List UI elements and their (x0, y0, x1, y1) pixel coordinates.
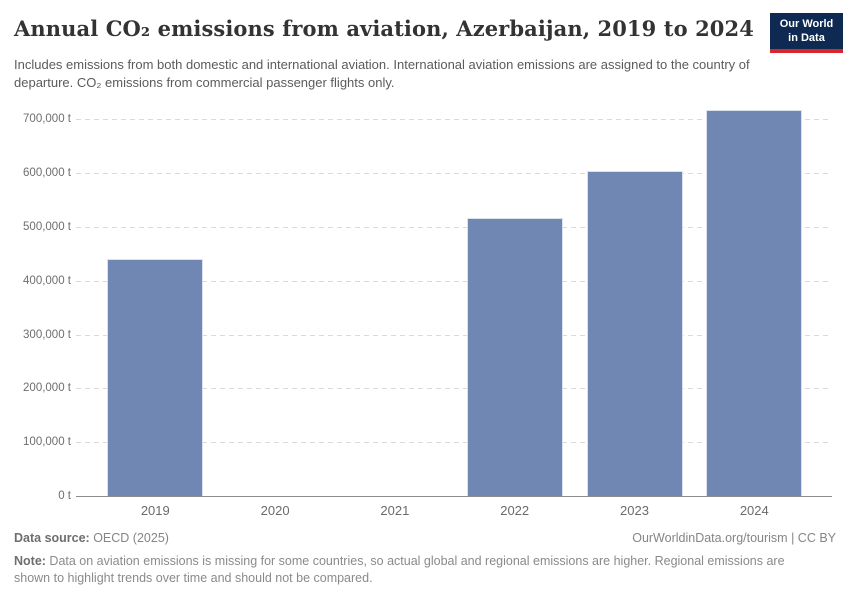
y-tick-label-7: 700,000 t (23, 113, 71, 126)
bar-chart-plot-area: 0 t 100,000 t 200,000 t 300,000 t 400,000 t 5… (0, 105, 850, 525)
gridline-400000t (76, 280, 832, 282)
gridline-300000t (76, 334, 832, 336)
x-label-2021: 2021 (380, 503, 410, 518)
footer-note: Note: Data on aviation emissions is miss… (14, 553, 814, 588)
x-axis-line (76, 496, 832, 497)
gridline-200000t (76, 388, 832, 390)
gridline-100000t (76, 442, 832, 444)
x-label-2024: 2024 (739, 503, 769, 518)
footer-note-text: Data on aviation emissions is missing fo… (14, 554, 785, 586)
y-tick-label-6: 600,000 t (23, 167, 71, 180)
y-tick-label-5: 500,000 t (23, 221, 71, 233)
data-source: Data source: OECD (2025) (14, 531, 169, 545)
owid-logo-line1: Our World (779, 18, 834, 30)
x-label-2019: 2019 (140, 503, 170, 518)
gridline-700000t (76, 119, 832, 121)
y-tick-label-2: 200,000 t (23, 382, 71, 395)
owid-logo-text: Our World in Data (770, 13, 843, 49)
x-label-2022: 2022 (500, 503, 530, 518)
data-source-label: Data source: (14, 531, 90, 545)
owid-logo-red-strip (770, 48, 843, 53)
bar-2024[interactable] (706, 109, 803, 496)
bar-2022[interactable] (466, 217, 563, 496)
y-tick-label-4: 400,000 t (23, 274, 71, 287)
data-source-value: OECD (2025) (89, 531, 169, 545)
x-label-2020: 2020 (260, 503, 290, 518)
chart-subtitle: Includes emissions from both domestic an… (14, 57, 750, 91)
attribution-link[interactable]: OurWorldinData.org/tourism | CC BY (632, 531, 836, 545)
footer-note-label: Note: (14, 554, 46, 568)
footer-row: Data source: OECD (2025) OurWorldinData.… (14, 531, 836, 545)
owid-logo-line2: in Data (788, 32, 825, 45)
y-tick-label-0: 0 t (58, 490, 71, 502)
y-tick-label-3: 300,000 t (23, 328, 71, 341)
bar-2023[interactable] (586, 170, 683, 496)
gridline-600000t (76, 173, 832, 175)
owid-logo: Our World in Data (770, 13, 843, 53)
chart-title: Annual CO₂ emissions from aviation, Azer… (14, 16, 754, 41)
y-tick-label-1: 100,000 t (23, 436, 71, 449)
gridline-500000t (76, 227, 832, 228)
x-label-2023: 2023 (620, 503, 649, 518)
bar-2019[interactable] (107, 259, 204, 496)
